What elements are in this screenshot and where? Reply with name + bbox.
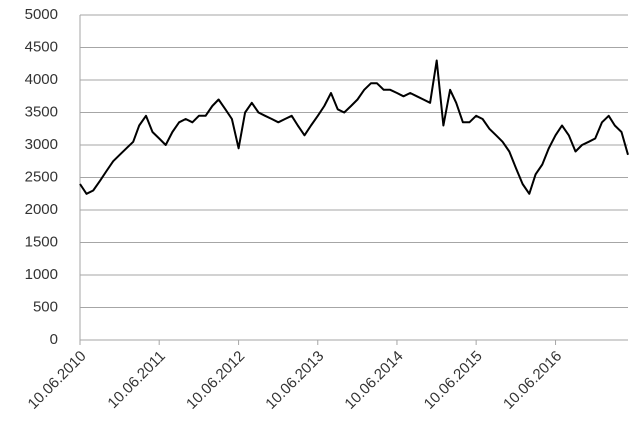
y-tick-label: 3000 — [25, 136, 58, 153]
y-tick-label: 1000 — [25, 266, 58, 283]
y-tick-label: 5000 — [25, 6, 58, 23]
x-tick-label: 10.06.2015 — [421, 348, 486, 413]
y-tick-label: 3500 — [25, 103, 58, 120]
y-tick-label: 4500 — [25, 38, 58, 55]
data-line — [79, 59, 629, 195]
x-tick-label: 10.06.2013 — [262, 348, 327, 413]
y-tick-label: 2500 — [25, 168, 58, 185]
y-tick-label: 4000 — [25, 71, 58, 88]
x-tick-label: 10.06.2012 — [183, 348, 248, 413]
x-tick-label: 10.06.2011 — [104, 348, 168, 412]
x-tick-label: 10.06.2014 — [341, 348, 406, 413]
y-tick-label: 500 — [33, 298, 58, 315]
y-tick-label: 1500 — [25, 233, 58, 250]
y-tick-label: 0 — [50, 331, 58, 348]
y-tick-label: 2000 — [25, 201, 58, 218]
x-tick-label: 10.06.2010 — [25, 348, 90, 413]
x-tick-label: 10.06.2016 — [500, 348, 565, 413]
